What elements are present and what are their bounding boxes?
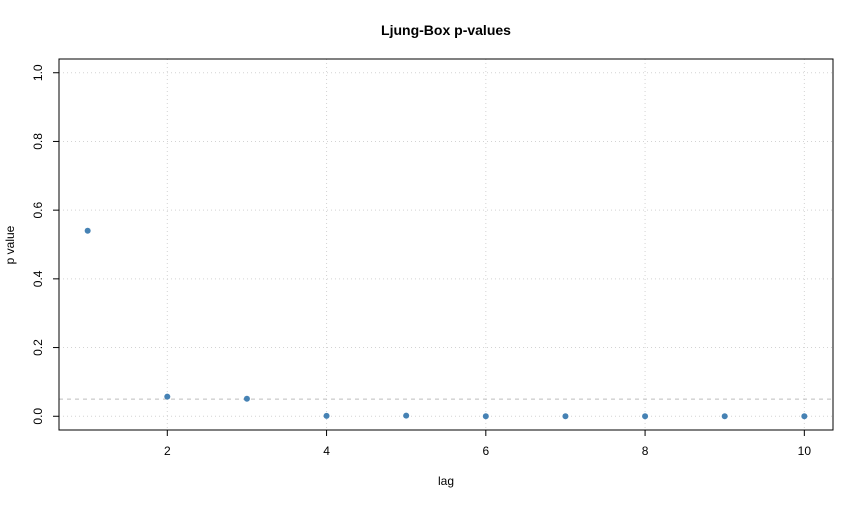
data-point bbox=[721, 413, 728, 420]
y-axis-label: p value bbox=[3, 225, 17, 264]
y-tick-label: 1.0 bbox=[31, 64, 45, 81]
y-axis: 0.0 0.2 0.4 0.6 0.8 1.0 bbox=[31, 64, 59, 425]
points-layer bbox=[84, 227, 808, 420]
data-point bbox=[323, 412, 330, 419]
chart-title: Ljung-Box p-values bbox=[381, 22, 511, 38]
data-point bbox=[642, 413, 649, 420]
data-point bbox=[84, 227, 91, 234]
y-tick-label: 0.0 bbox=[31, 408, 45, 425]
x-axis: 2 4 6 8 10 bbox=[164, 430, 811, 458]
data-point bbox=[801, 413, 808, 420]
plot-frame bbox=[58, 58, 834, 431]
data-point bbox=[243, 395, 250, 402]
x-axis-label: lag bbox=[438, 474, 454, 488]
x-tick-label: 4 bbox=[323, 444, 330, 458]
data-point bbox=[164, 393, 171, 400]
y-tick-label: 0.6 bbox=[31, 201, 45, 218]
x-tick-label: 8 bbox=[642, 444, 649, 458]
x-tick-label: 6 bbox=[482, 444, 489, 458]
y-tick-label: 0.8 bbox=[31, 133, 45, 150]
y-tick-label: 0.2 bbox=[31, 339, 45, 356]
grid-layer bbox=[59, 59, 833, 430]
x-tick-label: 10 bbox=[798, 444, 812, 458]
data-point bbox=[482, 413, 489, 420]
data-point bbox=[403, 412, 410, 419]
data-point bbox=[562, 413, 569, 420]
x-tick-label: 2 bbox=[164, 444, 171, 458]
y-tick-label: 0.4 bbox=[31, 270, 45, 287]
